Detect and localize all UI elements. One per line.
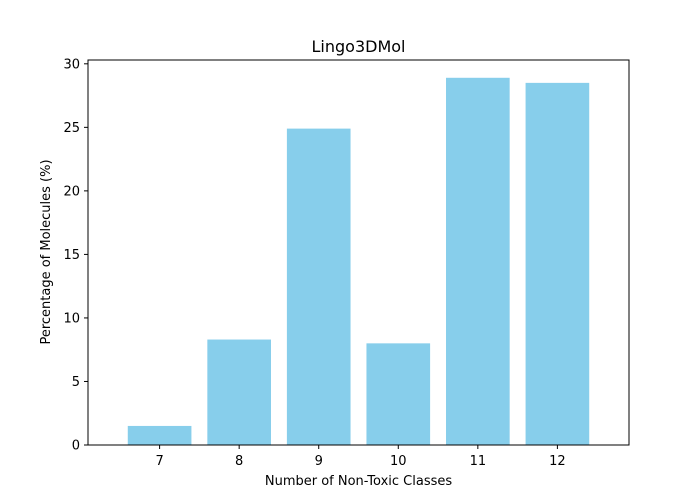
y-axis-ticks: 0 5 10 15 20 25 30 [63, 57, 88, 454]
bar-8 [207, 339, 271, 445]
bar-12 [525, 82, 590, 446]
bar-9 [286, 128, 351, 445]
y-tick-label: 15 [63, 248, 80, 263]
bar-10 [366, 343, 431, 445]
x-tick-label: 7 [155, 454, 163, 469]
x-tick-label: 8 [235, 454, 243, 469]
y-tick-label: 20 [63, 184, 80, 199]
bar-7 [127, 425, 192, 445]
y-tick-label: 30 [63, 57, 80, 72]
x-tick-label: 12 [549, 454, 566, 469]
x-tick-label: 9 [315, 454, 323, 469]
x-tick-label: 11 [470, 454, 487, 469]
x-axis-ticks: 7 8 9 10 11 12 [155, 445, 566, 469]
y-tick-label: 5 [72, 375, 80, 390]
y-tick-label: 10 [63, 311, 80, 326]
x-tick-label: 10 [390, 454, 407, 469]
plot-frame [87, 59, 630, 446]
chart-title: Lingo3DMol [312, 37, 406, 56]
x-axis-label: Number of Non-Toxic Classes [265, 474, 453, 489]
y-tick-label: 0 [72, 439, 80, 454]
y-axis-label: Percentage of Molecules (%) [39, 159, 54, 344]
bars-group [127, 77, 590, 446]
bar-11 [446, 77, 510, 445]
y-tick-label: 25 [63, 121, 80, 136]
